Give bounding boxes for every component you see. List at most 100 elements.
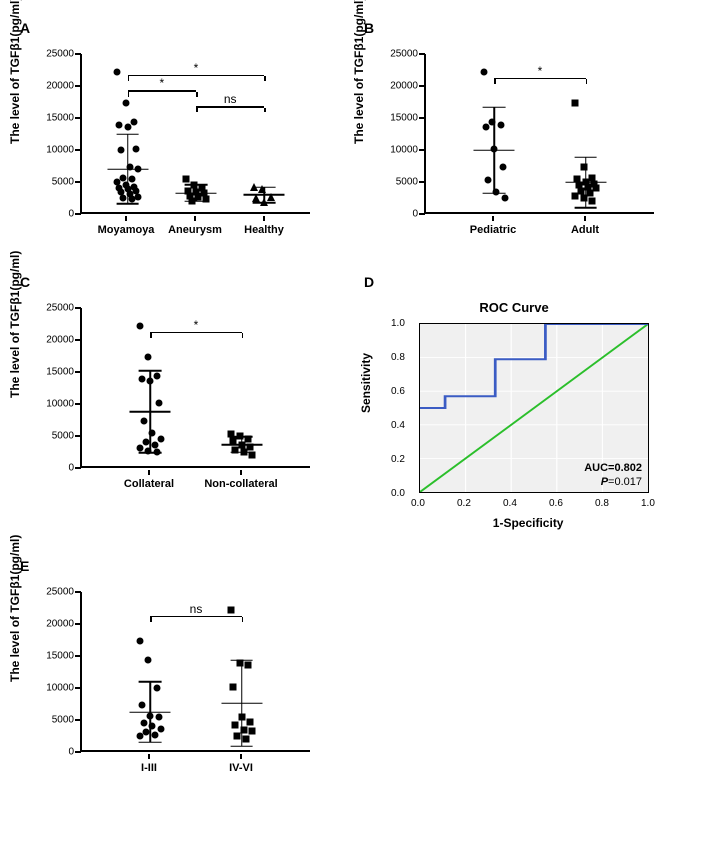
x-tick-mark	[240, 470, 242, 475]
chart-b-xticks: PediatricAdult	[424, 216, 654, 244]
data-point	[483, 123, 490, 130]
data-point	[137, 733, 144, 740]
chart-b: The level of TGFβ1(pg/ml) 05000100001500…	[364, 44, 664, 244]
panel-a: A The level of TGFβ1(pg/ml) 050001000015…	[20, 20, 344, 244]
figure-grid: A The level of TGFβ1(pg/ml) 050001000015…	[20, 20, 688, 782]
y-tick-label: 10000	[46, 399, 74, 410]
panel-b: B The level of TGFβ1(pg/ml) 050001000015…	[364, 20, 688, 244]
data-point	[114, 68, 121, 75]
significance-label: *	[538, 64, 543, 78]
data-point	[124, 123, 131, 130]
data-point	[586, 190, 593, 197]
data-point	[155, 714, 162, 721]
data-point	[151, 441, 158, 448]
data-point	[242, 735, 249, 742]
data-point	[132, 145, 139, 152]
data-point	[230, 683, 237, 690]
data-point	[153, 373, 160, 380]
data-point	[592, 184, 599, 191]
significance-drop	[128, 92, 130, 97]
data-point	[137, 445, 144, 452]
data-point	[139, 375, 146, 382]
roc-y-tick: 0.6	[391, 386, 405, 397]
significance-drop	[196, 92, 198, 97]
error-bar	[241, 660, 243, 746]
roc-y-tick: 0.2	[391, 454, 405, 465]
error-bar	[150, 371, 152, 453]
significance-drop	[242, 333, 244, 338]
error-bar	[150, 682, 152, 743]
y-tick-label: 15000	[46, 113, 74, 124]
roc-x-tick: 1.0	[641, 498, 655, 509]
data-point	[141, 720, 148, 727]
error-bar	[195, 185, 197, 201]
significance-bar	[128, 75, 265, 77]
error-bar-cap	[483, 106, 506, 108]
data-point	[134, 193, 141, 200]
panel-e-label: E	[20, 558, 344, 574]
y-tick-label: 25000	[390, 49, 418, 60]
roc-auc-text: AUC=0.802	[584, 462, 642, 474]
x-tick-label: IV-VI	[229, 762, 253, 774]
significance-label: *	[194, 318, 199, 332]
x-tick-label: Collateral	[124, 478, 174, 490]
y-tick-label: 5000	[52, 715, 74, 726]
data-point	[572, 192, 579, 199]
y-tick-label: 20000	[390, 81, 418, 92]
data-point	[588, 197, 595, 204]
data-point	[130, 119, 137, 126]
y-tick-label: 20000	[46, 81, 74, 92]
data-point	[128, 196, 135, 203]
x-tick-mark	[492, 216, 494, 221]
data-point	[248, 728, 255, 735]
y-tick-label: 5000	[396, 177, 418, 188]
significance-drop	[128, 76, 130, 81]
significance-drop	[196, 108, 198, 113]
roc-y-tick: 0.8	[391, 352, 405, 363]
data-point	[153, 685, 160, 692]
significance-drop	[242, 617, 244, 622]
data-point	[182, 176, 189, 183]
data-point	[137, 637, 144, 644]
data-point	[157, 436, 164, 443]
y-tick-label: 0	[412, 209, 418, 220]
panel-d-label: D	[364, 274, 688, 290]
significance-drop	[150, 617, 152, 622]
data-point	[501, 195, 508, 202]
data-point	[141, 417, 148, 424]
data-point	[246, 719, 253, 726]
error-bar	[494, 107, 496, 193]
error-bar-cap	[230, 436, 253, 438]
data-point	[137, 322, 144, 329]
panel-c: C The level of TGFβ1(pg/ml) 050001000015…	[20, 274, 344, 528]
significance-bar	[150, 332, 241, 334]
significance-drop	[150, 333, 152, 338]
error-bar-cap	[185, 201, 208, 203]
significance-drop	[494, 79, 496, 84]
significance-label: *	[159, 76, 164, 90]
significance-label: *	[194, 61, 199, 75]
chart-b-yticks: 0500010000150002000025000	[364, 54, 422, 214]
chart-c: The level of TGFβ1(pg/ml) 05000100001500…	[20, 298, 320, 498]
y-tick-label: 15000	[46, 367, 74, 378]
panel-d: D ROC Curve AUC=0.802 P=0.017 Sensitivit…	[364, 274, 688, 528]
chart-b-plot: *	[424, 54, 654, 214]
error-bar-cap	[253, 202, 276, 204]
panel-b-label: B	[364, 20, 688, 36]
panel-c-label: C	[20, 274, 344, 290]
chart-e-yticks: 0500010000150002000025000	[20, 592, 78, 752]
error-bar	[585, 157, 587, 208]
chart-e-xticks: I-IIIIV-VI	[80, 754, 310, 782]
error-bar-cap	[574, 156, 597, 158]
y-tick-label: 25000	[46, 303, 74, 314]
data-point	[145, 353, 152, 360]
roc-y-tick: 0.4	[391, 420, 405, 431]
significance-label: ns	[224, 92, 237, 106]
error-bar-cap	[139, 370, 162, 372]
data-point	[139, 701, 146, 708]
chart-c-xticks: CollateralNon-collateral	[80, 470, 310, 498]
significance-label: ns	[190, 602, 203, 616]
error-bar-cap	[139, 742, 162, 744]
y-tick-label: 0	[68, 463, 74, 474]
chart-a: The level of TGFβ1(pg/ml) 05000100001500…	[20, 44, 320, 244]
